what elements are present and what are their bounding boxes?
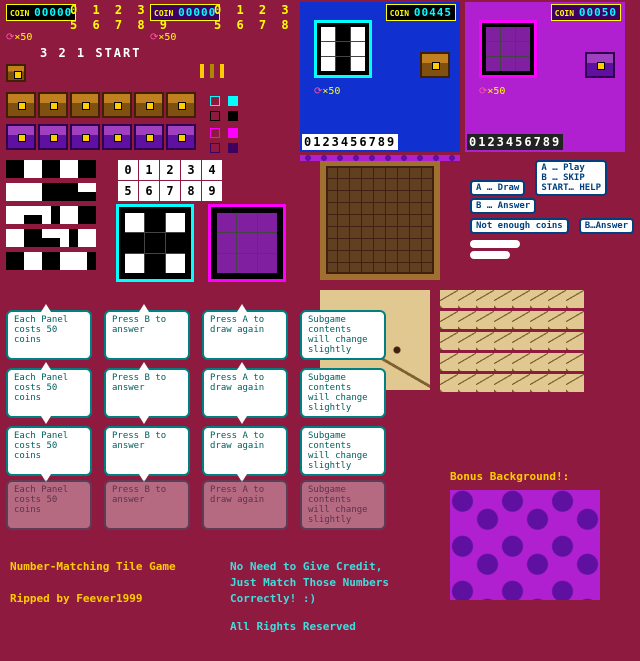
color-swatches: [210, 96, 238, 124]
coin-box-game1: COIN 00445: [386, 4, 456, 21]
ring-x50-g1: ⟳×50: [314, 86, 340, 97]
rights: All Rights Reserved: [230, 620, 356, 633]
pill-1: [470, 240, 520, 248]
ripper-credit: Ripped by Feever1999: [10, 592, 142, 605]
yellow-bars: [200, 64, 224, 81]
ring-x50-2: ⟳×50: [150, 32, 176, 43]
number-tiles: 01234 56789: [118, 160, 222, 201]
btn-group-right[interactable]: A … Play B … SKIP START… HELP: [535, 160, 607, 196]
chest-icon-purple: [585, 52, 615, 78]
map-tiles: [440, 290, 630, 395]
speech-sub: Subgame contents will change slightly: [300, 310, 386, 360]
speech-row-2: Each Panel costs 50 coins Press B to ans…: [6, 368, 386, 418]
bonus-bg-swatch: [450, 490, 600, 600]
btn-b-answer[interactable]: B … Answer: [470, 198, 536, 214]
chest-row-orange: [6, 92, 196, 118]
coin-digits: 00000: [178, 6, 216, 19]
credit-line-1: No Need to Give Credit,: [230, 560, 382, 573]
not-enough-coins: Not enough coins: [470, 218, 569, 234]
speech-row-1: Each Panel costs 50 coins Press B to ans…: [6, 310, 386, 360]
speech-a: Press A to draw again: [202, 310, 288, 360]
credit-line-3: Correctly! :): [230, 592, 316, 605]
number-strip[interactable]: 0123456789: [302, 134, 398, 150]
game-grid-purple[interactable]: [486, 27, 530, 71]
coin-label: COIN: [154, 9, 173, 18]
chest-row-purple: [6, 124, 196, 150]
pill-2: [470, 251, 510, 259]
chest-icon: [420, 52, 450, 78]
number-strip-dark[interactable]: 0123456789: [467, 134, 563, 150]
ring-x50: ⟳×50: [6, 32, 32, 43]
countdown: 3 2 1 START: [40, 46, 141, 60]
coin-box-game2: COIN 00050: [551, 4, 621, 21]
coin-box-purple: COIN 00000: [150, 4, 220, 21]
sheet-title: Number-Matching Tile Game: [10, 560, 176, 573]
bw-tiles: [6, 160, 96, 273]
coin-label: COIN: [10, 9, 29, 18]
chest-small: [6, 64, 26, 82]
skull-strip: [300, 155, 460, 161]
coin-box: COIN 00000: [6, 4, 76, 21]
speech-row-3: Each Panel costs 50 coins Press B to ans…: [6, 426, 386, 476]
ui-buttons-col: A … Draw A … Play B … SKIP START… HELP B…: [470, 160, 634, 259]
ring-x50-g2: ⟳×50: [479, 86, 505, 97]
big-frame-cyan: [116, 204, 194, 282]
btn-a-draw[interactable]: A … Draw: [470, 180, 525, 196]
speech-row-faded: Each Panel costs 50 coins Press B to ans…: [6, 480, 386, 530]
game-board[interactable]: [320, 160, 440, 280]
speech-cost: Each Panel costs 50 coins: [6, 310, 92, 360]
speech-b: Press B to answer: [104, 310, 190, 360]
btn-b-answer-2[interactable]: B…Answer: [579, 218, 634, 234]
coin-digits: 00000: [34, 6, 72, 19]
bonus-label: Bonus Background!:: [450, 470, 569, 483]
big-frame-pink: [208, 204, 286, 282]
color-swatches-2: [210, 128, 238, 156]
game-grid-blue[interactable]: [321, 27, 365, 71]
credit-line-2: Just Match Those Numbers: [230, 576, 389, 589]
